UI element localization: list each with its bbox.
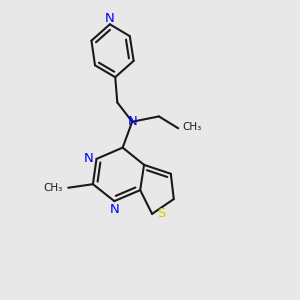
- Text: CH₃: CH₃: [44, 183, 63, 193]
- Text: N: N: [110, 203, 119, 216]
- Text: N: N: [105, 12, 115, 25]
- Text: N: N: [127, 115, 137, 128]
- Text: CH₃: CH₃: [183, 122, 202, 132]
- Text: S: S: [157, 207, 165, 220]
- Text: N: N: [83, 152, 93, 165]
